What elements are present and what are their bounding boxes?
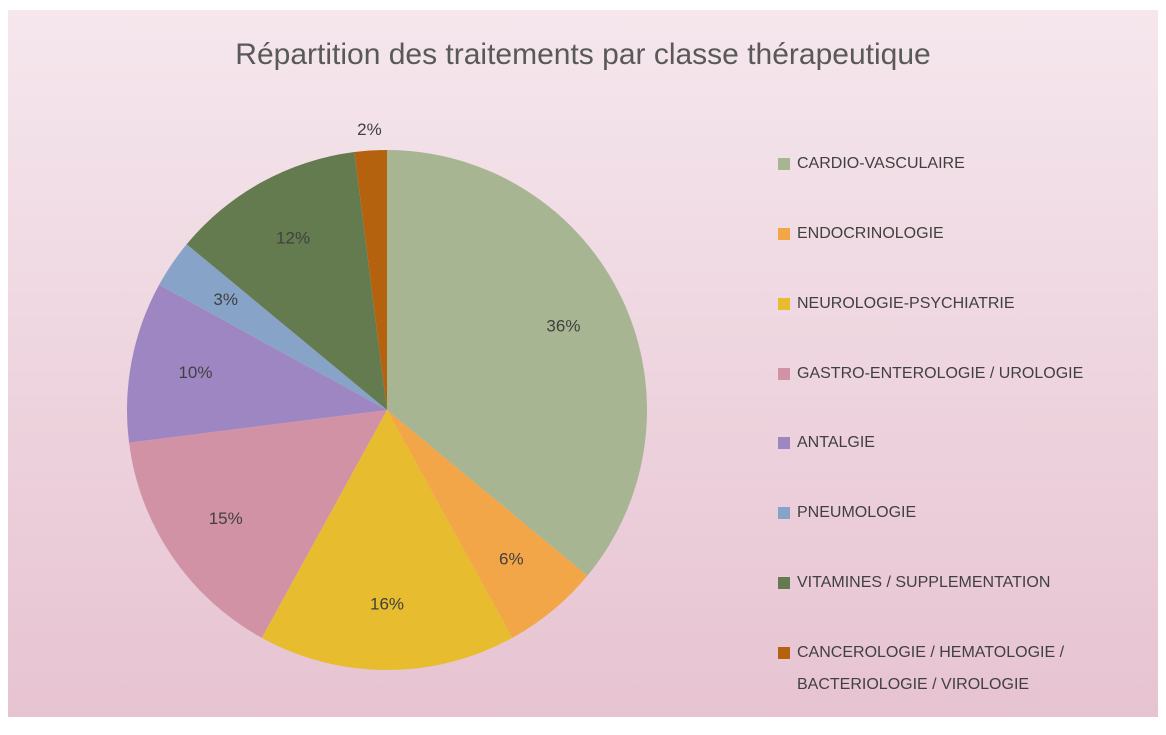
legend-item: GASTRO-ENTEROLOGIE / UROLOGIE — [778, 358, 1148, 390]
legend-label: CANCEROLOGIE / HEMATOLOGIE / BACTERIOLOG… — [797, 644, 1065, 693]
legend-label: ENDOCRINOLOGIE — [797, 224, 944, 242]
legend-swatch — [778, 577, 790, 590]
legend-swatch — [778, 507, 790, 520]
data-label: 16% — [370, 594, 404, 613]
pie-slice — [186, 152, 387, 410]
legend-label: CARDIO-VASCULAIRE — [797, 155, 965, 172]
legend-swatch — [778, 297, 790, 310]
legend-label: ANTALGIE — [797, 434, 875, 452]
legend-swatch — [778, 367, 790, 380]
data-label: 10% — [178, 363, 212, 382]
data-label: 15% — [209, 509, 243, 528]
data-label: 36% — [546, 316, 580, 335]
data-label: 3% — [213, 290, 238, 309]
pie-slice — [387, 410, 588, 638]
legend-label: PNEUMOLOGIE — [797, 504, 917, 522]
data-label: 2% — [357, 120, 382, 139]
legend-item: NEUROLOGIE-PSYCHIATRIE — [778, 288, 1148, 320]
legend-item: ENDOCRINOLOGIE — [778, 218, 1148, 250]
legend-swatch — [778, 158, 790, 170]
legend-label: VITAMINES / SUPPLEMENTATION — [797, 574, 1051, 592]
pie-slice — [354, 150, 387, 410]
pie-slice — [159, 244, 387, 410]
legend-item: CANCEROLOGIE / HEMATOLOGIE / BACTERIOLOG… — [778, 637, 1148, 701]
pie-slice — [129, 410, 387, 638]
legend-item: CARDIO-VASCULAIRE — [778, 148, 1148, 180]
legend-label: NEUROLOGIE-PSYCHIATRIE — [797, 294, 1015, 312]
legend-swatch — [778, 647, 790, 659]
legend-item: ANTALGIE — [778, 427, 1148, 459]
pie-slice — [387, 150, 647, 576]
legend-swatch — [778, 437, 790, 450]
legend-item: VITAMINES / SUPPLEMENTATION — [778, 567, 1148, 599]
pie-slice — [261, 410, 513, 670]
legend-swatch — [778, 227, 790, 240]
pie-slice — [126, 284, 387, 443]
legend-item: PNEUMOLOGIE — [778, 497, 1148, 529]
data-label: 6% — [499, 550, 524, 569]
legend-label: GASTRO-ENTEROLOGIE / UROLOGIE — [797, 364, 1084, 382]
data-label: 12% — [276, 229, 310, 248]
chart-title: Répartition des traitements par classe t… — [235, 38, 930, 71]
